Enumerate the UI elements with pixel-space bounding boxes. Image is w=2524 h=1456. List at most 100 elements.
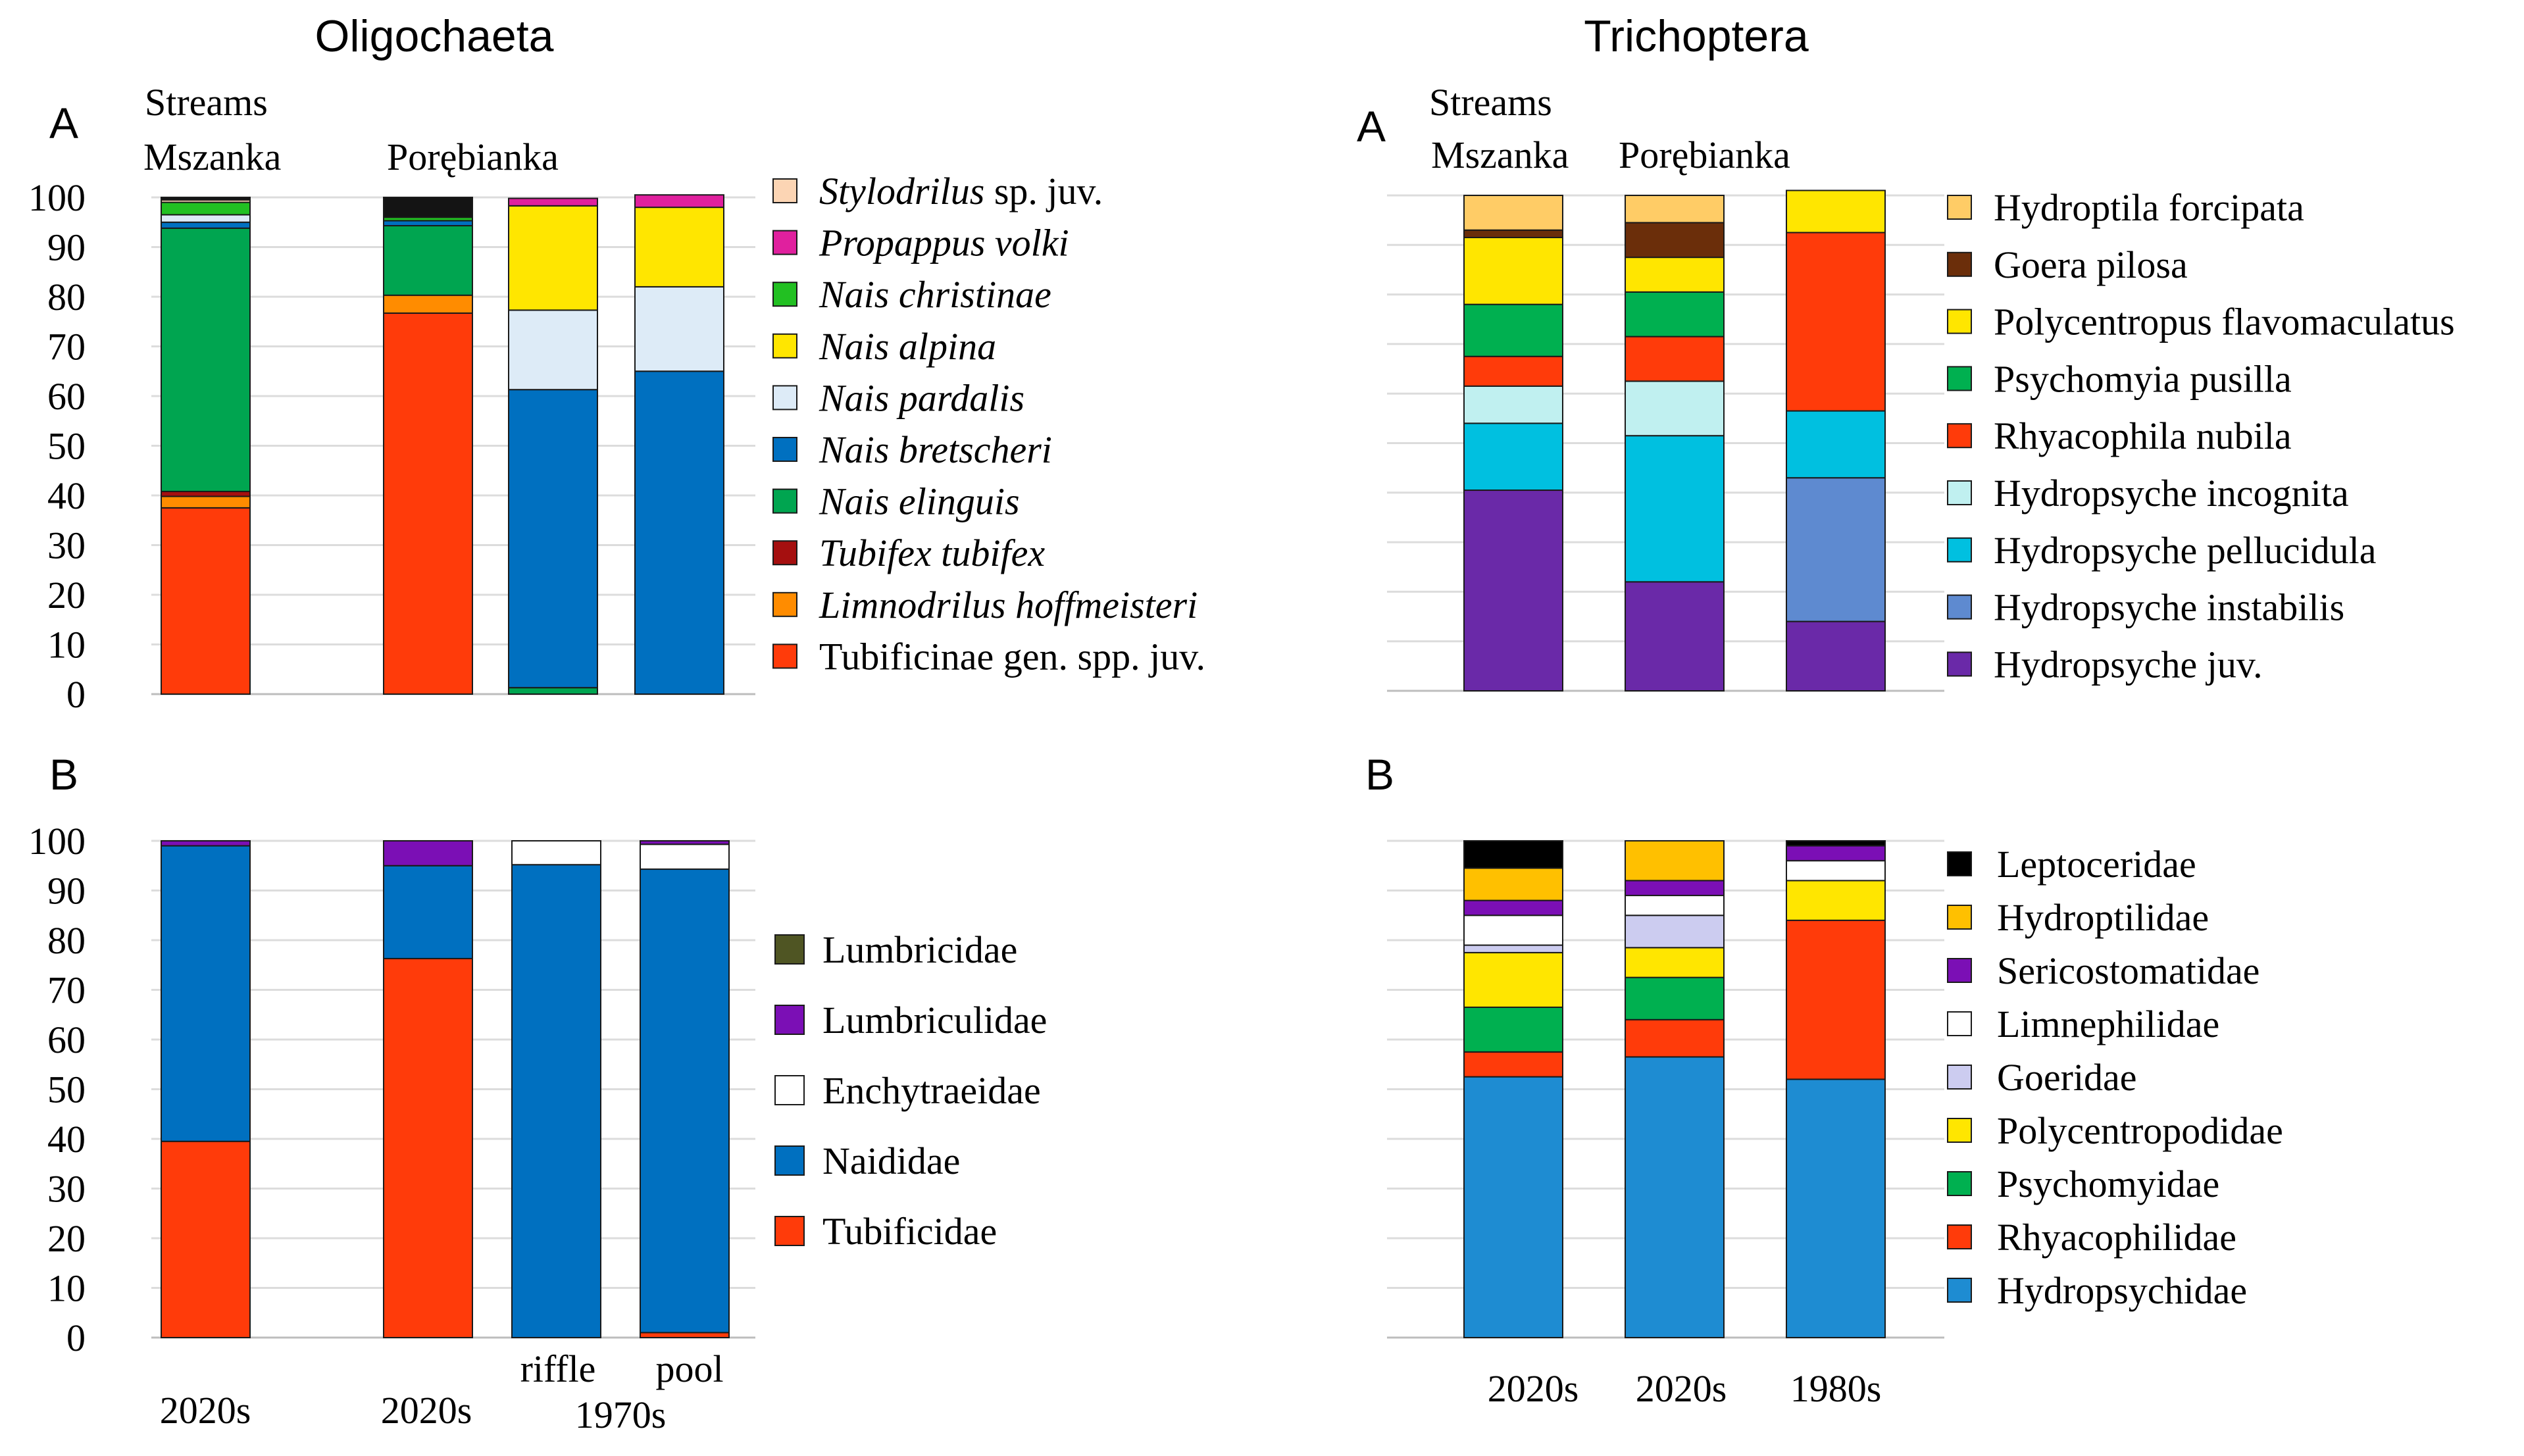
bar-segment-sericostomatidae <box>1786 845 1886 862</box>
legend-item-hydroptila-forcipata: Hydroptila forcipata <box>1947 186 2304 229</box>
legend-item-polycentropus-flavomaculatus: Polycentropus flavomaculatus <box>1947 301 2455 343</box>
y-tick-label: 90 <box>47 226 86 269</box>
legend-label: Nais elinguis <box>819 480 1020 523</box>
bar-segment-rhyacophila-nubila <box>1786 232 1886 412</box>
legend-swatch <box>1947 1278 1972 1303</box>
panel-letter-oligo-a: A <box>49 99 78 147</box>
legend-label: Rhyacophilidae <box>1997 1216 2236 1259</box>
legend-label: Lumbriculidae <box>822 999 1047 1042</box>
bar-segment-limnephilidae <box>1625 895 1725 916</box>
legend-swatch <box>1947 1065 1972 1090</box>
legend-item-goera-pilosa: Goera pilosa <box>1947 243 2188 286</box>
legend-label: Nais christinae <box>819 273 1051 316</box>
bar-segment-nais-bretscheri <box>508 389 598 689</box>
legend-item-nais-elinguis: Nais elinguis <box>772 480 1020 523</box>
oligochaeta-legend-b: Lumbricidae Lumbriculidae Enchytraeidae Nai… <box>774 928 1047 1253</box>
bar-segment-goeridae <box>1625 915 1725 949</box>
legend-label: Goera pilosa <box>1994 243 2188 286</box>
bar-segment-nais-alpina <box>634 207 724 288</box>
legend-swatch <box>1947 594 1972 620</box>
legend-label: Hydropsyche juv. <box>1994 643 2263 686</box>
legend-item-hydropsyche-incognita: Hydropsyche incognita <box>1947 472 2349 515</box>
porebianka-label-trich: Porębianka <box>1619 134 1790 176</box>
bar-segment-hydropsyche-juv <box>1625 581 1725 692</box>
x-label-pool: pool <box>655 1347 723 1390</box>
bar-segment-tubificidae <box>161 1140 251 1339</box>
legend-label: Enchytraeidae <box>822 1069 1041 1112</box>
bar-segment-nais-elinguis <box>161 227 251 492</box>
bar-segment-hydropsyche-juv <box>1786 620 1886 692</box>
bar-segment-tubificidae <box>640 1332 730 1338</box>
legend-swatch <box>772 437 797 462</box>
y-tick-label: 10 <box>47 624 86 666</box>
legend-label: Limnodrilus hoffmeisteri <box>819 584 1198 626</box>
bar-segment-tubifex-tubifex <box>161 490 251 497</box>
y-tick-label: 60 <box>47 375 86 418</box>
bar-segment-nais-pardalis <box>634 286 724 372</box>
bar-segment-naididae <box>640 868 730 1334</box>
bar-segment-nais-bretscheri <box>634 370 724 695</box>
bar-segment-limnephilidae <box>1463 915 1563 946</box>
bar-segment-hydropsychidae <box>1786 1078 1886 1339</box>
bar-segment-polycentropus-flavomaculatus <box>1625 257 1725 293</box>
panel-letter-trich-b: B <box>1365 750 1394 799</box>
bar-segment-goeridae <box>1463 944 1563 953</box>
bar-segment-polycentropodidae <box>1786 880 1886 921</box>
legend-label: Stylodrilus sp. juv. <box>819 170 1103 213</box>
bar-segment-tubificinae-gen-spp-juv <box>161 507 251 695</box>
legend-item-enchytraeidae: Enchytraeidae <box>774 1069 1041 1112</box>
legend-item-nais-christinae: Nais christinae <box>772 273 1051 316</box>
bar-segment-rhyacophilidae <box>1463 1051 1563 1078</box>
bar-segment-hydropsyche-incognita <box>1625 380 1725 437</box>
panel-letter-oligo-b: B <box>49 750 78 799</box>
legend-item-nais-pardalis: Nais pardalis <box>772 376 1024 419</box>
legend-swatch <box>1947 1224 1972 1249</box>
bar-segment-hydropsyche-incognita <box>1463 385 1563 424</box>
legend-label: Nais alpina <box>819 325 996 368</box>
y-tick-label: 80 <box>47 276 86 318</box>
streams-label-oligo: Streams <box>145 81 268 124</box>
legend-label: Nais bretscheri <box>819 428 1052 471</box>
bar-segment-hydroptilidae <box>1463 867 1563 901</box>
bar-segment-enchytraeidae <box>640 843 730 870</box>
legend-swatch <box>774 1005 805 1035</box>
legend-swatch <box>772 333 797 359</box>
bar-segment-naididae <box>383 865 473 959</box>
bar-segment-hydroptila-forcipata <box>1463 195 1563 231</box>
legend-item-propappus-volki: Propappus volki <box>772 222 1069 264</box>
legend-item-nais-bretscheri: Nais bretscheri <box>772 428 1052 471</box>
bar-segment-psychomyidae <box>1625 976 1725 1020</box>
legend-item-lumbricidae: Lumbricidae <box>774 928 1017 971</box>
legend-swatch <box>774 1075 805 1105</box>
legend-label: Limnephilidae <box>1997 1003 2219 1045</box>
bar-segment-naididae <box>161 845 251 1142</box>
y-tick-label: 20 <box>47 1217 86 1260</box>
legend-item-psychomyidae: Psychomyidae <box>1947 1163 2219 1205</box>
y-tick-label: 0 <box>66 673 86 716</box>
legend-swatch <box>1947 1171 1972 1196</box>
legend-item-goeridae: Goeridae <box>1947 1056 2137 1099</box>
mszanka-label-trich: Mszanka <box>1431 134 1569 176</box>
oligochaeta-chart-a: 0 10 20 30 40 50 60 70 80 90 100 <box>28 176 755 716</box>
bar-segment-nais-christinae <box>161 201 251 216</box>
bar-segment-leptoceridae <box>1463 840 1563 869</box>
bar-segment-psychomyidae <box>1463 1006 1563 1053</box>
bar-segment-hydropsyche-pellucidula <box>1786 410 1886 479</box>
legend-label: Tubificidae <box>822 1210 997 1253</box>
legend-item-naididae: Naididae <box>774 1140 960 1182</box>
bar-segment-hydropsyche-instabilis <box>1786 477 1886 622</box>
legend-label: Sericostomatidae <box>1997 949 2259 992</box>
legend-item-hydropsyche-pellucidula: Hydropsyche pellucidula <box>1947 529 2376 572</box>
x-label-trich-mszanka-2020s: 2020s <box>1488 1367 1579 1410</box>
legend-label: Psychomyia pusilla <box>1994 357 2292 400</box>
legend-item-hydroptilidae: Hydroptilidae <box>1947 896 2209 939</box>
legend-label: Hydropsyche pellucidula <box>1994 529 2376 572</box>
legend-swatch <box>1947 851 1972 876</box>
bar-segment-naididae <box>511 864 601 1338</box>
y-tick-label: 70 <box>47 969 86 1012</box>
legend-item-lumbriculidae: Lumbriculidae <box>774 999 1047 1042</box>
legend-swatch <box>772 282 797 307</box>
legend-swatch <box>774 1145 805 1176</box>
legend-item-tubificinae-gen-spp-juv: Tubificinae gen. spp. juv. <box>772 635 1205 678</box>
bar-segment-limnodrilus-hoffmeisteri <box>383 294 473 314</box>
